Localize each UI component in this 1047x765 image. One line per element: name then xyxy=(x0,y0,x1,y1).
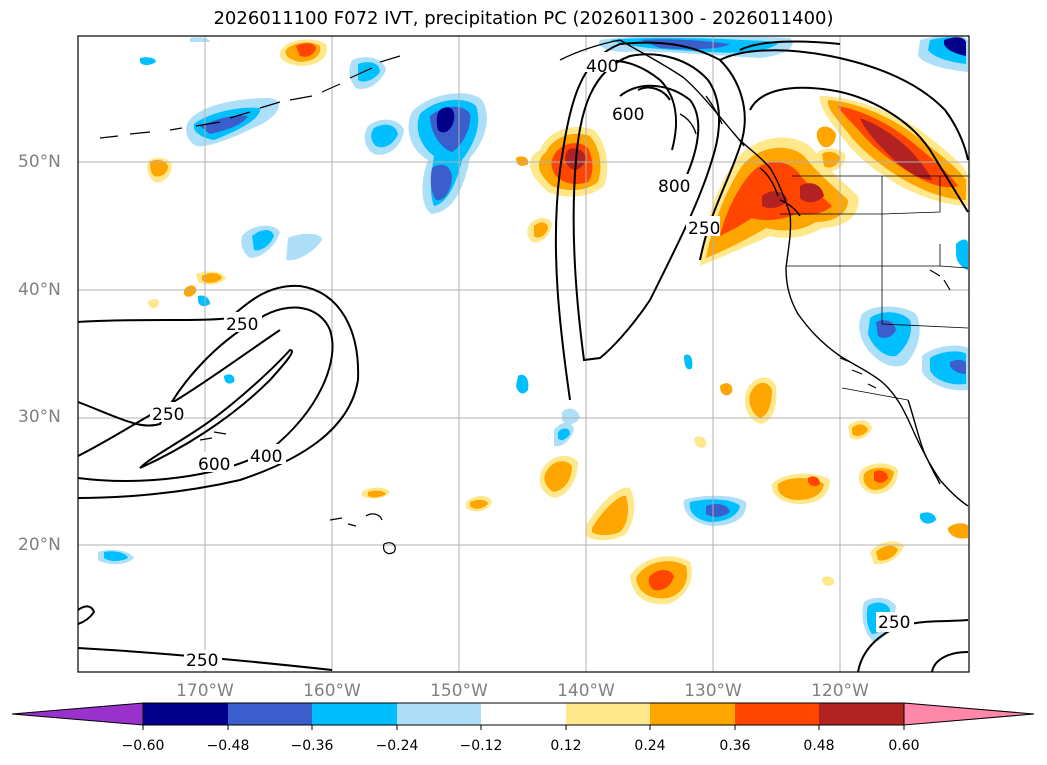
lat-label-50n: 50°N xyxy=(18,152,61,172)
contour-label-group: 400 600 800 250 250 250 600 400 250 250 xyxy=(150,52,914,671)
lon-label-160w: 160°W xyxy=(303,681,361,701)
colorbar-tick-label: 0.12 xyxy=(550,738,582,754)
map-frame xyxy=(77,35,970,673)
colorbar-arrow-right xyxy=(903,702,1035,726)
ivt-contour-ar-250 xyxy=(554,41,746,401)
lon-label-140w: 140°W xyxy=(557,681,615,701)
contour-label: 600 xyxy=(612,105,644,125)
lat-label-30n: 30°N xyxy=(18,407,61,427)
ivt-contour-ar-600 xyxy=(619,84,700,191)
coastlines xyxy=(559,39,969,507)
colorbar-tick-label: 0.48 xyxy=(803,738,835,754)
contour-label: 600 xyxy=(198,455,230,475)
lon-label-130w: 130°W xyxy=(684,681,742,701)
contour-label: 250 xyxy=(186,651,218,671)
lat-label-40n: 40°N xyxy=(18,280,61,300)
lon-label-170w: 170°W xyxy=(176,681,234,701)
contour-label: 800 xyxy=(658,177,690,197)
contour-label: 250 xyxy=(226,315,258,335)
contour-label: 250 xyxy=(152,405,184,425)
lon-label-120w: 120°W xyxy=(811,681,869,701)
colorbar-tick-label: 0.36 xyxy=(719,738,751,754)
ivt-contour-ar-400 xyxy=(572,53,720,362)
colorbar-tick-label: −0.48 xyxy=(206,738,250,754)
colorbar-tick-label: −0.12 xyxy=(459,738,503,754)
ivt-contour-jet-600 xyxy=(139,348,293,469)
lon-label-150w: 150°W xyxy=(430,681,488,701)
contour-label: 250 xyxy=(688,219,720,239)
precipitation-fill xyxy=(98,35,968,642)
colorbar-arrow-left xyxy=(11,702,144,726)
contour-label: 400 xyxy=(250,447,282,467)
contour-label: 250 xyxy=(878,613,910,633)
chart-title: 2026011100 F072 IVT, precipitation PC (2… xyxy=(213,8,834,29)
colorbar-tick-label: 0.60 xyxy=(888,738,920,754)
contour-label: 400 xyxy=(586,57,618,77)
colorbar xyxy=(11,702,1035,730)
colorbar-tick-label: −0.60 xyxy=(121,738,165,754)
island-chains xyxy=(99,55,951,555)
state-borders xyxy=(780,175,969,401)
lat-label-20n: 20°N xyxy=(18,535,61,555)
colorbar-tick-label: −0.36 xyxy=(290,738,334,754)
colorbar-tick-label: −0.24 xyxy=(375,738,419,754)
ivt-contour-jet-250 xyxy=(77,284,360,499)
colorbar-tick-label: 0.24 xyxy=(634,738,666,754)
